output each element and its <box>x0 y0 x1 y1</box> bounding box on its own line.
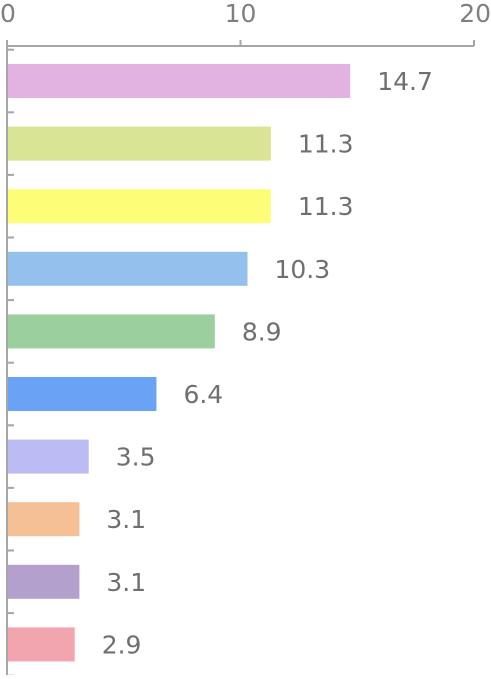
bar <box>8 502 80 537</box>
bar <box>8 251 248 286</box>
bar-layer <box>8 64 351 662</box>
data-label: 3.1 <box>106 505 146 534</box>
bar <box>8 627 75 662</box>
data-label: 3.5 <box>116 443 156 472</box>
data-label: 8.9 <box>242 317 282 346</box>
x-tick-label: 20 <box>459 0 491 28</box>
data-label: 11.3 <box>298 192 354 221</box>
data-label: 10.3 <box>275 255 331 284</box>
data-label: 6.4 <box>183 380 223 409</box>
bar <box>8 126 271 161</box>
bar <box>8 189 271 224</box>
x-tick-label: 10 <box>225 0 257 28</box>
label-layer: 14.7 11.3 11.3 10.3 8.9 6.4 3.5 3.1 3.1 2.9 <box>102 67 433 659</box>
bar <box>8 64 351 98</box>
data-label: 2.9 <box>102 630 142 659</box>
bar <box>8 314 215 349</box>
data-label: 3.1 <box>106 568 146 597</box>
data-label: 14.7 <box>377 67 433 96</box>
bar <box>8 564 80 599</box>
x-tick-label: 0 <box>0 0 16 28</box>
data-label: 11.3 <box>298 130 354 159</box>
bar <box>8 377 157 411</box>
bar <box>8 439 89 474</box>
